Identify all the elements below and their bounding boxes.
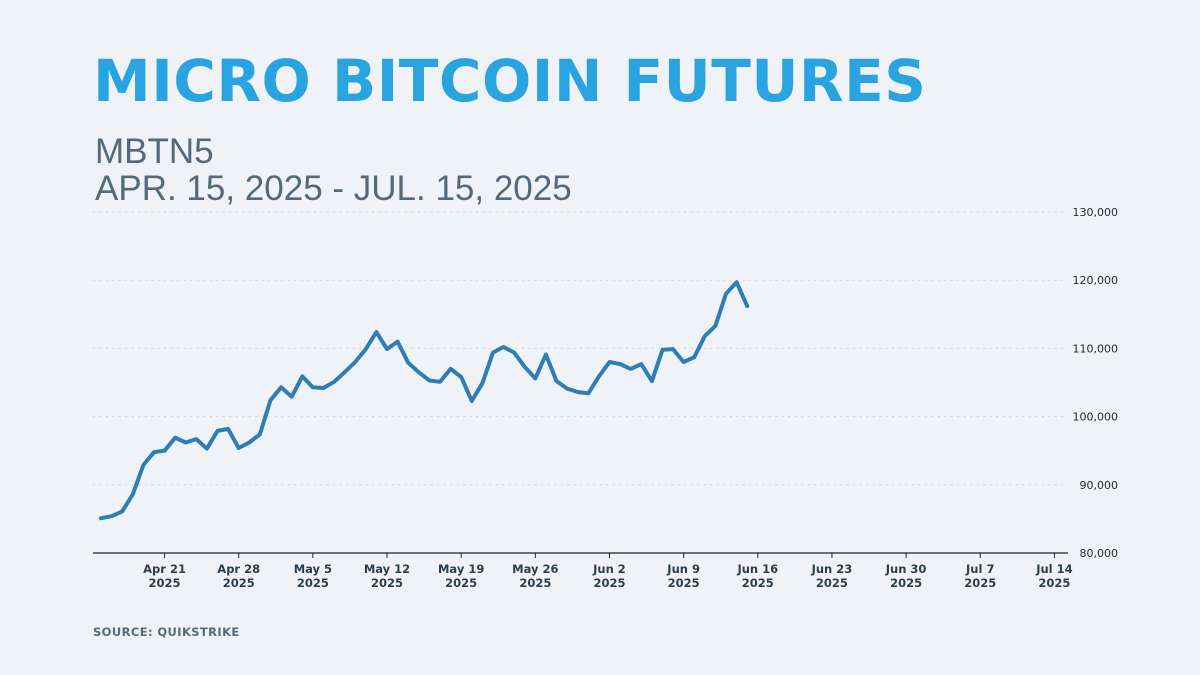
x-tick-year-label: 2025 — [593, 576, 625, 590]
x-tick-label: Jun 2 — [592, 562, 626, 576]
x-tick-year-label: 2025 — [964, 576, 996, 590]
y-tick-label: 110,000 — [1073, 342, 1119, 355]
x-tick-year-label: 2025 — [1038, 576, 1070, 590]
x-tick-year-label: 2025 — [149, 576, 181, 590]
x-tick-year-label: 2025 — [890, 576, 922, 590]
x-tick-label: Jul 7 — [965, 562, 994, 576]
y-tick-label: 100,000 — [1073, 411, 1119, 424]
x-tick-year-label: 2025 — [816, 576, 848, 590]
x-tick-label: Jun 16 — [736, 562, 778, 576]
x-tick-label: Jul 14 — [1035, 562, 1072, 576]
x-tick-year-label: 2025 — [297, 576, 329, 590]
y-tick-label: 130,000 — [1073, 206, 1119, 219]
series-layer — [99, 280, 750, 521]
gridlines — [93, 211, 1068, 554]
price-line-main — [99, 280, 750, 521]
x-tick-label: Jun 30 — [885, 562, 927, 576]
x-tick-label: Jun 9 — [666, 562, 700, 576]
date-range-label: APR. 15, 2025 - JUL. 15, 2025 — [95, 168, 572, 208]
x-tick-year-label: 2025 — [445, 576, 477, 590]
x-tick-label: May 19 — [438, 562, 484, 576]
x-tick-year-label: 2025 — [742, 576, 774, 590]
chart-title: MICRO BITCOIN FUTURES — [93, 47, 927, 115]
x-tick-year-label: 2025 — [668, 576, 700, 590]
x-tick-label: May 5 — [294, 562, 332, 576]
y-tick-label: 120,000 — [1073, 274, 1119, 287]
y-tick-label: 90,000 — [1080, 479, 1119, 492]
y-tick-label: 80,000 — [1080, 547, 1119, 560]
y-axis: 80,000 90,000 100,000 110,000 120,000 130,000 — [1073, 206, 1119, 560]
chart-subtitle: MBTN5 APR. 15, 2025 - JUL. 15, 2025 — [95, 132, 572, 208]
x-tick-label: Jun 23 — [811, 562, 853, 576]
x-tick-year-label: 2025 — [519, 576, 551, 590]
x-tick-label: May 26 — [512, 562, 558, 576]
x-tick-label: Apr 28 — [217, 562, 260, 576]
x-tick-label: May 12 — [364, 562, 410, 576]
x-tick-year-label: 2025 — [371, 576, 403, 590]
ticker-label: MBTN5 — [95, 132, 214, 171]
x-tick-label: Apr 21 — [143, 562, 186, 576]
source-note: SOURCE: QUIKSTRIKE — [93, 625, 240, 639]
x-tick-year-label: 2025 — [223, 576, 255, 590]
